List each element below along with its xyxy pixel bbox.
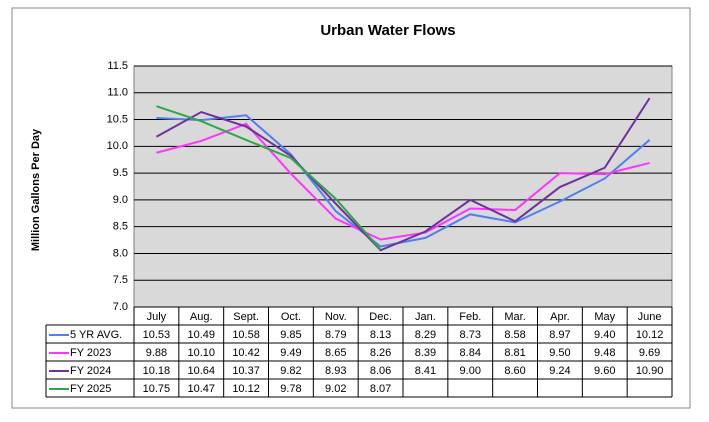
data-label: 8.39 — [415, 347, 436, 359]
data-label: 8.29 — [415, 329, 436, 341]
data-label: 10.10 — [187, 347, 215, 359]
data-label: 9.02 — [325, 383, 346, 395]
y-tick-label: 10.5 — [107, 113, 128, 125]
data-label: 8.65 — [325, 347, 346, 359]
data-label: 9.50 — [549, 347, 570, 359]
x-tick-label: Dec. — [369, 311, 392, 323]
legend-label: FY 2024 — [70, 365, 111, 377]
data-label: 8.41 — [415, 365, 436, 377]
y-tick-label: 9.5 — [113, 167, 128, 179]
data-label: 9.24 — [549, 365, 570, 377]
x-tick-label: July — [147, 311, 167, 323]
y-tick-label: 10.0 — [107, 140, 128, 152]
data-label: 9.85 — [280, 329, 301, 341]
data-label: 8.58 — [504, 329, 525, 341]
y-tick-label: 11.5 — [107, 60, 128, 72]
y-tick-label: 11.0 — [107, 87, 128, 99]
data-label: 8.60 — [504, 365, 525, 377]
x-tick-label: Aug. — [190, 311, 213, 323]
data-label: 9.40 — [594, 329, 615, 341]
data-label: 10.75 — [143, 383, 171, 395]
data-label: 10.37 — [232, 365, 260, 377]
series-line — [156, 105, 382, 251]
data-label: 10.58 — [232, 329, 260, 341]
legend-label: 5 YR AVG. — [70, 329, 122, 341]
x-tick-label: Mar. — [504, 311, 525, 323]
legend-label: FY 2023 — [70, 347, 111, 359]
data-label: 10.53 — [143, 329, 171, 341]
data-label: 8.07 — [370, 383, 391, 395]
y-tick-label: 9.0 — [113, 194, 128, 206]
series-line — [156, 114, 651, 248]
y-axis-label: Million Gallons Per Day — [30, 128, 42, 251]
data-label: 10.12 — [636, 329, 664, 341]
x-tick-label: June — [638, 311, 662, 323]
y-tick-label: 8.5 — [113, 221, 128, 233]
data-label: 8.06 — [370, 365, 391, 377]
data-label: 8.26 — [370, 347, 391, 359]
y-tick-label: 8.0 — [113, 247, 128, 259]
data-label: 8.97 — [549, 329, 570, 341]
data-label: 10.12 — [232, 383, 260, 395]
data-label: 9.69 — [639, 347, 660, 359]
x-tick-label: Nov. — [325, 311, 347, 323]
data-label: 8.79 — [325, 329, 346, 341]
data-label: 10.47 — [187, 383, 215, 395]
data-label: 9.82 — [280, 365, 301, 377]
legend-label: FY 2025 — [70, 383, 111, 395]
data-label: 9.78 — [280, 383, 301, 395]
series-line — [155, 97, 651, 252]
data-label: 9.48 — [594, 347, 615, 359]
data-label: 10.49 — [187, 329, 215, 341]
data-label: 9.88 — [146, 347, 167, 359]
x-tick-label: Oct. — [281, 311, 301, 323]
chart-title: Urban Water Flows — [320, 22, 455, 39]
data-label: 10.90 — [636, 365, 664, 377]
x-tick-label: May — [594, 311, 615, 323]
data-label: 10.64 — [187, 365, 215, 377]
plot-area — [133, 65, 673, 308]
data-label: 10.42 — [232, 347, 260, 359]
data-label: 8.73 — [460, 329, 481, 341]
y-tick-label: 7.0 — [113, 301, 128, 313]
x-tick-label: Feb. — [459, 311, 481, 323]
x-tick-label: Apr. — [550, 311, 570, 323]
data-label: 10.18 — [143, 365, 171, 377]
series-line — [156, 122, 650, 241]
data-label: 8.84 — [460, 347, 481, 359]
data-label: 8.13 — [370, 329, 391, 341]
data-label: 9.60 — [594, 365, 615, 377]
data-label: 8.81 — [504, 347, 525, 359]
data-label: 8.93 — [325, 365, 346, 377]
y-tick-label: 7.5 — [113, 274, 128, 286]
x-tick-label: Jan. — [415, 311, 436, 323]
data-label: 9.00 — [460, 365, 481, 377]
x-tick-label: Sept. — [233, 311, 259, 323]
data-label: 9.49 — [280, 347, 301, 359]
